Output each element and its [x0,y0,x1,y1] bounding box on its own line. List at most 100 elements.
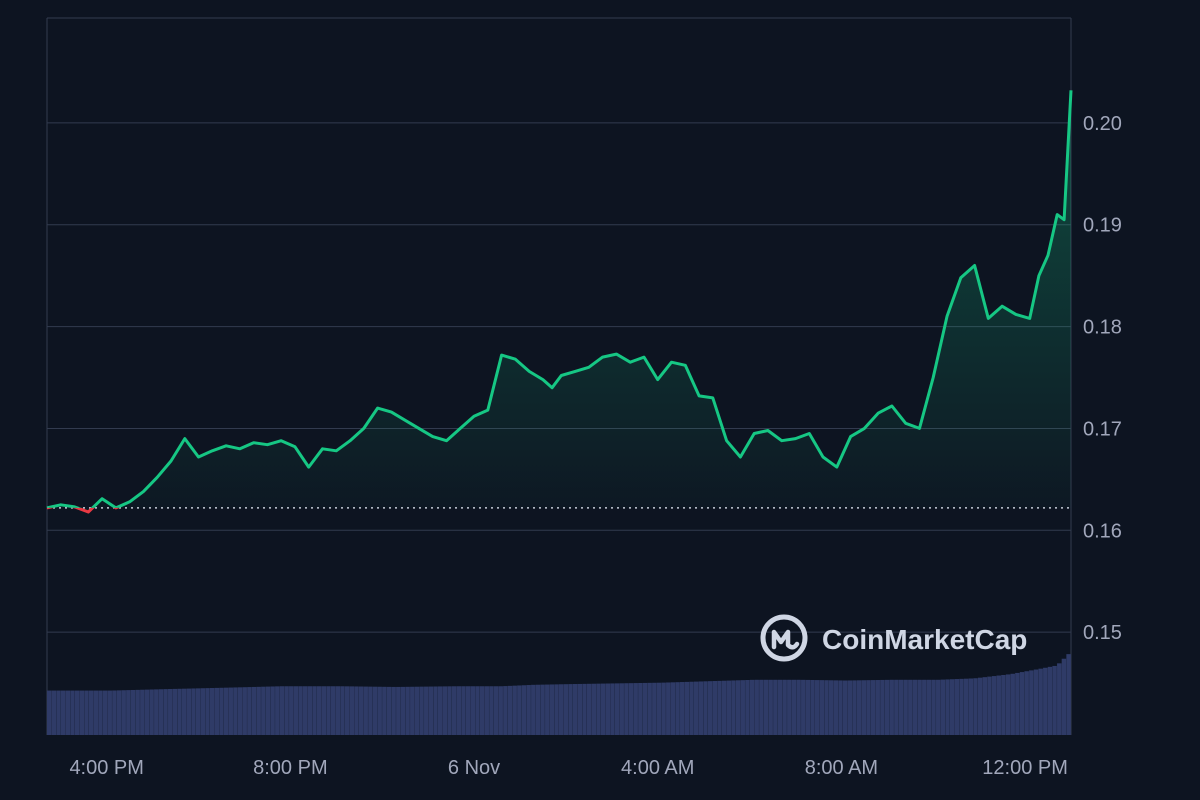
volume-bar [168,689,173,735]
volume-bar [135,689,140,735]
volume-bar [405,686,410,735]
volume-bar [619,683,624,735]
volume-bar [852,680,857,735]
volume-bar [205,688,210,735]
volume-bar [949,679,955,735]
x-axis-ticks: 4:00 PM 8:00 PM 6 Nov 4:00 AM 8:00 AM 12:00 P… [69,757,1067,779]
volume-bar [940,679,946,735]
volume-bar [65,690,71,735]
volume-bar [116,690,122,735]
volume-bar [670,682,676,735]
volume-bar [642,682,648,735]
volume-bar [596,683,601,735]
volume-bar [610,683,615,735]
x-tick-label: 8:00 PM [253,757,327,779]
volume-bar [563,684,569,735]
volume-bar [805,679,811,735]
volume-bar [60,690,66,735]
volume-bar [312,686,317,735]
volume-bar [721,680,727,735]
price-line-up [46,90,1073,508]
volume-bar [410,686,415,735]
volume-bar [680,682,685,735]
volume-bar [889,679,894,735]
price-area [47,90,1071,513]
volume-bar [1033,669,1039,735]
volume-bar [451,686,457,735]
volume-bar [507,685,513,735]
volume-bar [600,683,606,735]
volume-bar [847,680,853,735]
volume-bar [1005,674,1011,735]
volume-bar [396,686,401,735]
volume-bar [591,683,597,735]
volume-bar [759,679,764,735]
volume-bar [577,683,583,735]
volume-bar [456,686,462,735]
volume-bar [98,690,103,735]
volume-bar [428,686,434,735]
volume-bar [279,686,285,735]
volume-bar [228,687,233,735]
volume-bar [1043,667,1048,735]
volume-bar [461,686,466,735]
y-tick-label: 0.18 [1083,317,1122,339]
volume-bar [214,687,220,735]
volume-bar [763,679,769,735]
volume-bar [745,679,750,735]
volume-bar [991,676,997,735]
volume-bar [265,686,271,735]
volume-bar [219,687,224,735]
volume-bar [549,684,555,735]
volume-bar [684,681,690,735]
volume-bar [107,690,112,735]
volume-bar [275,686,280,735]
volume-bar [1015,672,1020,735]
volume-bar [922,679,927,735]
volume-bar [1066,654,1071,735]
volume-bar [703,681,708,735]
volume-bar [531,684,536,735]
volume-bar [289,686,294,735]
volume-bar [144,689,150,735]
volume-bar [340,686,345,735]
y-axis-ticks: 0.15 0.16 0.17 0.18 0.19 0.20 [1083,113,1122,644]
x-tick-label: 4:00 AM [621,757,694,779]
volume-bar [223,687,229,735]
volume-bar [954,679,960,735]
volume-bar [368,686,373,735]
volume-bar [717,680,722,735]
volume-bar [880,679,885,735]
volume-bar [870,680,876,735]
volume-bar [586,683,592,735]
volume-bar [638,683,643,735]
volume-bar [666,682,671,735]
x-tick-label: 8:00 AM [805,757,878,779]
x-tick-label: 12:00 PM [982,757,1068,779]
volume-bar [931,679,936,735]
volume-bar [698,681,704,735]
volume-bar [349,686,354,735]
volume-bar [582,683,587,735]
volume-bar [493,686,499,735]
volume-bar [833,680,839,735]
volume-bar [936,679,941,735]
y-tick-label: 0.19 [1083,215,1122,237]
volume-bar [963,678,969,735]
volume-bar [842,680,848,735]
volume-bar [545,684,550,735]
y-tick-label: 0.15 [1083,622,1122,644]
volume-bar [512,685,517,735]
volume-bar [875,680,880,735]
volume-bar [1061,658,1067,735]
volume-bar [400,686,406,735]
volume-bar [70,690,75,735]
y-tick-label: 0.17 [1083,418,1122,440]
volume-bar [517,685,522,735]
volume-bar [977,677,983,735]
volume-bar [256,686,261,735]
volume-bar [414,686,420,735]
volume-bar [838,680,843,735]
volume-bar [433,686,438,735]
